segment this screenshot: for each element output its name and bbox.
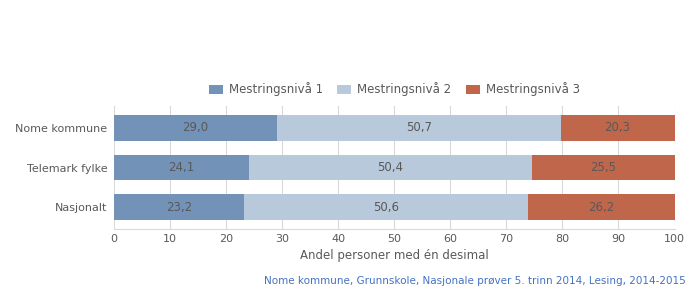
Bar	[114, 155, 249, 180]
Text: 24,1: 24,1	[169, 161, 195, 174]
Bar	[561, 115, 675, 141]
Text: Nome kommune, Grunnskole, Nasjonale prøver 5. trinn 2014, Lesing, 2014-2015: Nome kommune, Grunnskole, Nasjonale prøv…	[265, 276, 686, 286]
Text: 23,2: 23,2	[166, 201, 192, 214]
Text: 26,2: 26,2	[588, 201, 614, 214]
X-axis label: Andel personer med én desimal: Andel personer med én desimal	[300, 249, 489, 262]
Text: 50,7: 50,7	[406, 121, 432, 134]
Text: 25,5: 25,5	[590, 161, 616, 174]
Bar	[276, 115, 561, 141]
Text: 20,3: 20,3	[605, 121, 631, 134]
Text: 50,6: 50,6	[373, 201, 399, 214]
Bar	[531, 155, 675, 180]
Bar	[114, 115, 276, 141]
Text: 29,0: 29,0	[182, 121, 209, 134]
Text: 50,4: 50,4	[377, 161, 403, 174]
Bar	[244, 194, 528, 220]
Bar	[114, 194, 244, 220]
Bar	[528, 194, 675, 220]
Legend: Mestringsnivå 1, Mestringsnivå 2, Mestringsnivå 3: Mestringsnivå 1, Mestringsnivå 2, Mestri…	[204, 77, 584, 101]
Bar	[249, 155, 531, 180]
